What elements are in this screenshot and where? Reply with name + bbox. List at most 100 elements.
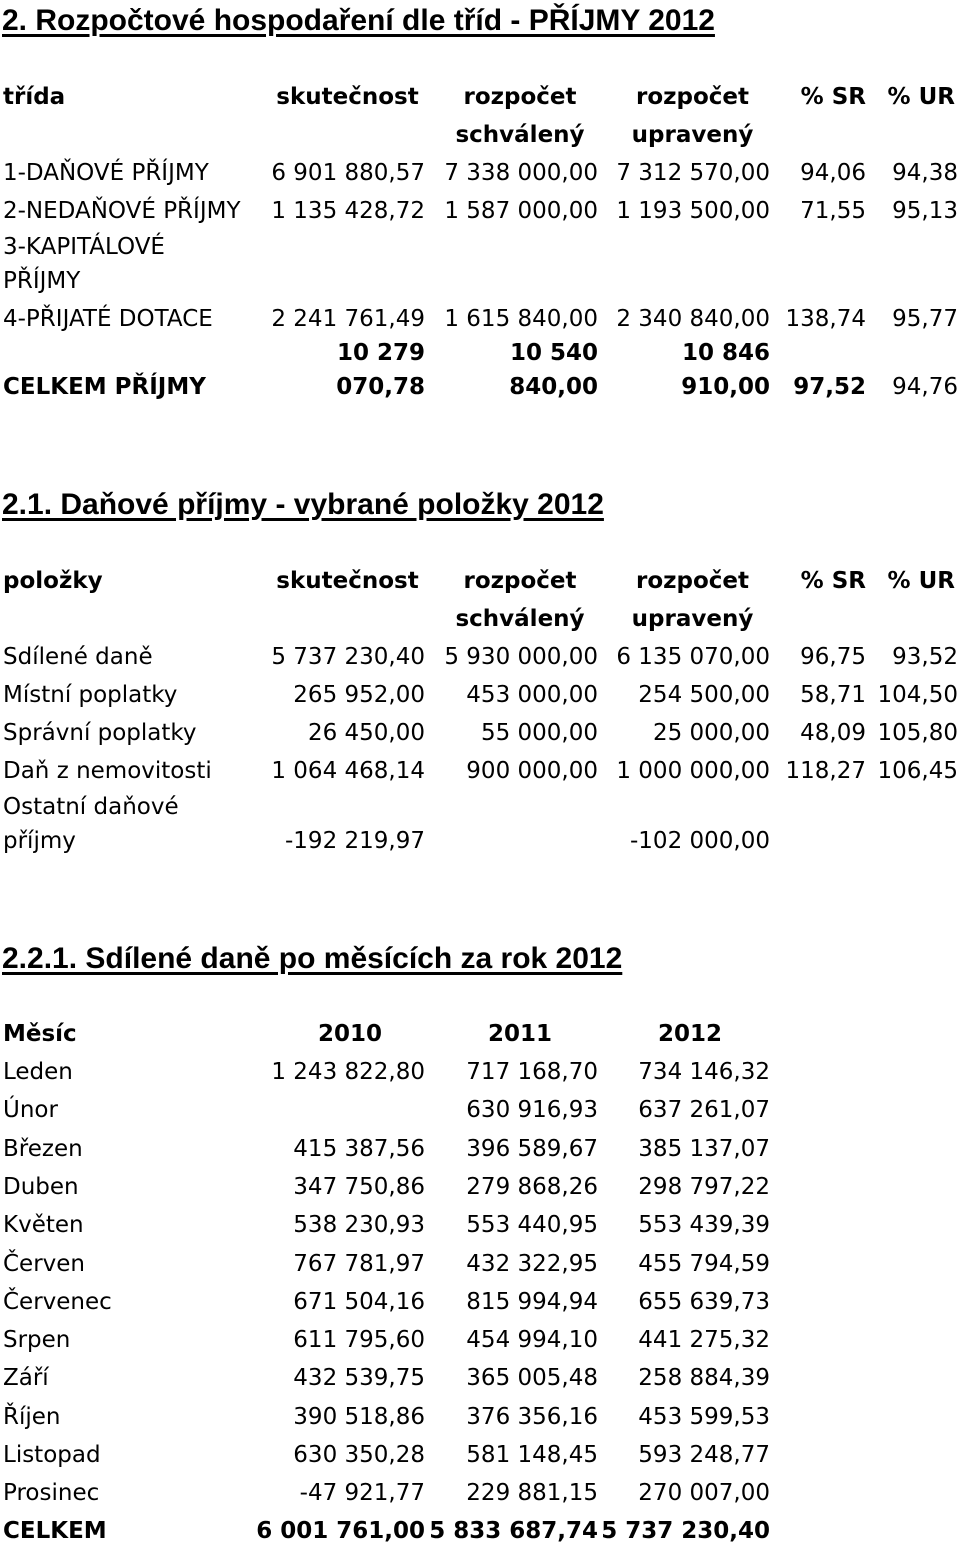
cell-2012: 258 884,39 [638,1365,770,1391]
cell-skutecnost: 26 450,00 [307,720,425,746]
header-2011: 2011 [487,1021,552,1047]
header-skutecnost: skutečnost [276,84,419,110]
cell-ur: 106,45 [877,758,958,784]
header-skutecnost: skutečnost [276,568,419,594]
header-mesic: Měsíc [3,1021,77,1047]
cell-ur: 94,38 [892,160,958,186]
header-2012: 2012 [657,1021,722,1047]
total-2010: 6 001 761,00 [256,1518,425,1544]
header-rozpocet-upraveny: rozpočet [635,84,750,110]
cell-2010: 538 230,93 [293,1212,425,1238]
section1-heading: 2. Rozpočtové hospodaření dle tříd - PŘÍ… [2,4,715,37]
cell-2012: 593 248,77 [638,1442,770,1468]
month-label: Duben [3,1174,79,1200]
subheader-upraveny: upravený [631,606,754,632]
row-label: Daň z nemovitosti [3,758,212,784]
cell-2011: 432 322,95 [466,1251,598,1277]
header-rozpocet-schvaleny: rozpočet [463,84,577,110]
month-label: Červen [3,1251,86,1277]
row-label-line1: 3-KAPITÁLOVÉ [3,234,165,260]
cell-2011: 376 356,16 [466,1404,598,1430]
cell-2010: 1 243 822,80 [271,1059,425,1085]
month-label: Říjen [3,1404,61,1430]
total-upraveny-line1: 10 846 [681,340,770,366]
cell-2010: 671 504,16 [293,1289,425,1315]
cell-upraveny: 25 000,00 [652,720,770,746]
cell-sr: 58,71 [800,682,866,708]
total-label: CELKEM PŘÍJMY [3,374,206,400]
cell-skutecnost: 1 064 468,14 [271,758,425,784]
cell-skutecnost: -192 219,97 [285,828,425,854]
cell-2011: 553 440,95 [466,1212,598,1238]
cell-2010: 767 781,97 [293,1251,425,1277]
total-ur: 94,76 [892,374,958,400]
subheader-schvaleny: schválený [455,606,585,632]
cell-2010: -47 921,77 [299,1480,425,1506]
cell-ur: 105,80 [877,720,958,746]
header-ur: % UR [887,84,955,110]
cell-upraveny: 254 500,00 [638,682,770,708]
cell-2011: 581 148,45 [466,1442,598,1468]
cell-2010: 415 387,56 [293,1136,425,1162]
cell-2012: 455 794,59 [638,1251,770,1277]
row-label: Správní poplatky [3,720,197,746]
cell-schvaleny: 900 000,00 [466,758,598,784]
cell-2011: 717 168,70 [466,1059,598,1085]
header-sr: % SR [800,568,866,594]
cell-2011: 815 994,94 [466,1289,598,1315]
cell-sr: 96,75 [800,644,866,670]
section3-heading: 2.2.1. Sdílené daně po měsících za rok 2… [2,942,623,975]
cell-upraveny: 7 312 570,00 [616,160,770,186]
cell-schvaleny: 1 615 840,00 [444,306,598,332]
cell-2012: 441 275,32 [638,1327,770,1353]
cell-2010: 611 795,60 [293,1327,425,1353]
row-label-line2: příjmy [3,828,76,854]
cell-sr: 48,09 [800,720,866,746]
cell-schvaleny: 55 000,00 [480,720,598,746]
header-rozpocet-schvaleny: rozpočet [463,568,577,594]
cell-sr: 94,06 [800,160,866,186]
total-2012: 5 737 230,40 [601,1518,770,1544]
cell-skutecnost: 6 901 880,57 [271,160,425,186]
cell-2012: 637 261,07 [638,1097,770,1123]
cell-skutecnost: 5 737 230,40 [271,644,425,670]
cell-skutecnost: 2 241 761,49 [271,306,425,332]
cell-schvaleny: 7 338 000,00 [444,160,598,186]
cell-sr: 71,55 [800,198,866,224]
row-label: 1-DAŇOVÉ PŘÍJMY [3,160,209,186]
total-skutecnost-line1: 10 279 [336,340,425,366]
cell-2011: 229 881,15 [466,1480,598,1506]
cell-2012: 270 007,00 [638,1480,770,1506]
cell-2010: 347 750,86 [293,1174,425,1200]
cell-2012: 385 137,07 [638,1136,770,1162]
section2-heading: 2.1. Daňové příjmy - vybrané položky 201… [2,488,604,521]
month-label: Březen [3,1136,83,1162]
header-polozky: položky [3,568,103,594]
row-label: Sdílené daně [3,644,153,670]
header-2010: 2010 [317,1021,382,1047]
header-rozpocet-upraveny: rozpočet [635,568,750,594]
total-label: CELKEM [3,1518,107,1544]
cell-ur: 95,77 [892,306,958,332]
total-schvaleny-line1: 10 540 [509,340,598,366]
cell-2010: 390 518,86 [293,1404,425,1430]
cell-2010: 432 539,75 [293,1365,425,1391]
cell-2011: 396 589,67 [466,1136,598,1162]
cell-2010: 630 350,28 [293,1442,425,1468]
header-sr: % SR [800,84,866,110]
cell-schvaleny: 5 930 000,00 [444,644,598,670]
cell-upraveny: 2 340 840,00 [616,306,770,332]
total-sr: 97,52 [793,374,866,400]
total-2011: 5 833 687,74 [429,1518,598,1544]
cell-upraveny: 1 000 000,00 [616,758,770,784]
month-label: Leden [3,1059,73,1085]
total-skutecnost-line2: 070,78 [336,374,425,400]
cell-ur: 93,52 [892,644,958,670]
cell-2012: 298 797,22 [638,1174,770,1200]
total-schvaleny-line2: 840,00 [509,374,598,400]
cell-2011: 454 994,10 [466,1327,598,1353]
row-label-line1: Ostatní daňové [3,794,179,820]
month-label: Květen [3,1212,84,1238]
cell-skutecnost: 1 135 428,72 [271,198,425,224]
row-label-line2: PŘÍJMY [3,268,81,294]
